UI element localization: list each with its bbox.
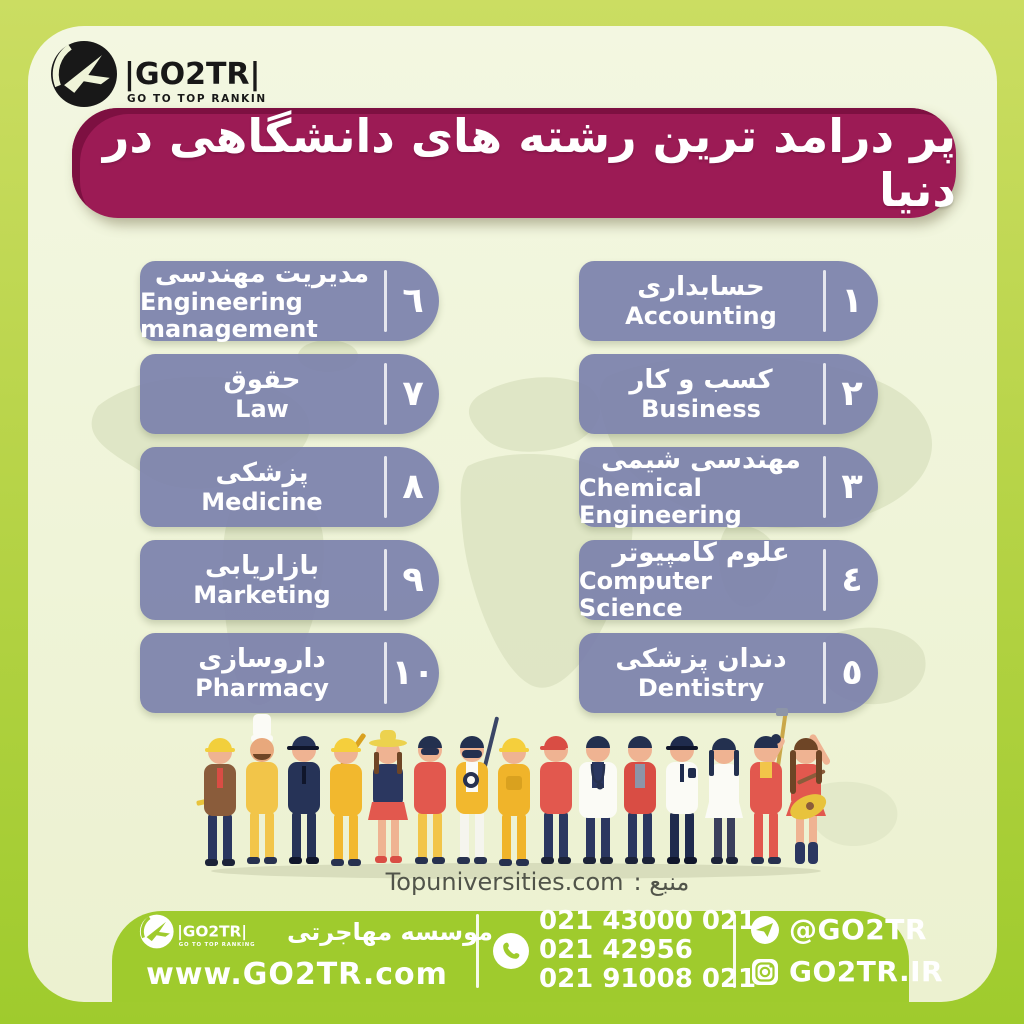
major-name-en: Law (235, 394, 289, 423)
source-label: منبع : (633, 868, 690, 896)
airplane-icon (64, 55, 110, 93)
rank-item-7: حقوق Law ٧ (140, 354, 439, 434)
rank-item-3: مهندسی شیمی Chemical Engineering ٣ (579, 444, 878, 529)
major-name-en: Computer Science (579, 567, 712, 622)
rank-item-labels: کسب و کار Business (579, 354, 823, 434)
footer-website: www.GO2TR.com (146, 957, 448, 992)
major-name-fa: حسابداری (637, 272, 765, 302)
rank-item-labels: پزشکی Medicine (140, 447, 384, 527)
rank-number: ٣ (841, 467, 863, 507)
rank-number: ٢ (841, 374, 863, 414)
rank-item-labels: دندان پزشکی Dentistry (579, 633, 823, 713)
telegram-icon (750, 915, 780, 945)
major-name-fa: داروسازی (198, 644, 326, 674)
title-banner: پر درامد ترین رشته های دانشگاهی در دنیا (72, 108, 956, 218)
content-card: |GO2TR| GO TO TOP RANKING پر درامد ترین … (28, 26, 997, 1002)
rank-item-labels: مدیریت مهندسی Engineering management (140, 258, 384, 343)
divider (384, 270, 387, 332)
rank-item-labels: حقوق Law (140, 354, 384, 434)
rank-item-4: علوم کامپیوتر Computer Science ٤ (579, 537, 878, 622)
phone-number: 021 42956 (539, 934, 693, 965)
major-name-en: Marketing (193, 580, 331, 609)
major-name-en: Pharmacy (195, 673, 329, 702)
major-name-fa: علوم کامپیوتر (612, 537, 790, 568)
rank-item-5: دندان پزشکی Dentistry ٥ (579, 633, 878, 713)
rank-number: ٨ (402, 467, 424, 507)
divider (384, 456, 387, 518)
rank-number: ١٠ (391, 653, 435, 693)
footer-divider (733, 913, 736, 988)
footer-wordmark: |GO2TR| (177, 923, 247, 942)
major-name-fa: مهندسی شیمی (601, 444, 801, 475)
rank-item-labels: بازاریابی Marketing (140, 540, 384, 620)
divider (384, 549, 387, 611)
major-name-fa: مدیریت مهندسی (154, 258, 370, 289)
instagram-icon (750, 957, 780, 987)
source-line: منبع : Topuniversities.com (53, 868, 997, 896)
rank-number: ١ (841, 281, 863, 321)
rank-item-1: حسابداری Accounting ١ (579, 261, 878, 341)
professions-illustration (196, 708, 831, 879)
rank-number: ٩ (402, 560, 424, 600)
divider (823, 363, 826, 425)
phone-number: 021 43000 021 (539, 905, 757, 936)
rank-item-9: بازاریابی Marketing ٩ (140, 540, 439, 620)
airplane-icon (146, 921, 170, 942)
telegram-row: @GO2TR (750, 913, 943, 946)
major-name-en: Engineering management (140, 288, 318, 343)
major-name-en: Chemical Engineering (579, 474, 742, 529)
brand-logo: |GO2TR| GO TO TOP RANKING (51, 41, 266, 107)
major-name-fa: کسب و کار (629, 365, 773, 395)
footer-tagline: GO TO TOP RANKING (179, 942, 256, 948)
page-title: پر درامد ترین رشته های دانشگاهی در دنیا (102, 109, 956, 217)
rank-item-labels: علوم کامپیوتر Computer Science (579, 537, 823, 622)
rank-item-6: مدیریت مهندسی Engineering management ٦ (140, 258, 439, 343)
major-name-fa: دندان پزشکی (615, 644, 787, 674)
major-name-fa: پزشکی (215, 458, 309, 488)
rank-number: ٤ (841, 560, 863, 600)
divider (823, 456, 826, 518)
rank-item-8: پزشکی Medicine ٨ (140, 447, 439, 527)
rank-item-2: کسب و کار Business ٢ (579, 354, 878, 434)
footer-social-section: @GO2TR GO2TR.IR (750, 913, 943, 988)
major-name-fa: بازاریابی (205, 551, 319, 581)
telegram-handle: @GO2TR (789, 913, 927, 946)
phone-icon (493, 932, 529, 969)
divider (384, 363, 387, 425)
footer-bar: |GO2TR| GO TO TOP RANKING موسسه مهاجرتی … (112, 906, 943, 1002)
brand-wordmark: |GO2TR| (124, 57, 260, 92)
brand-tagline: GO TO TOP RANKING (127, 93, 266, 105)
ranking-column-right: حسابداری Accounting ١ کسب و کار Business… (579, 261, 878, 713)
rank-item-labels: مهندسی شیمی Chemical Engineering (579, 444, 823, 529)
major-name-en: Accounting (625, 301, 777, 330)
ranking-column-left: مدیریت مهندسی Engineering management ٦ ح… (140, 258, 439, 713)
divider (384, 642, 387, 704)
rank-number: ٥ (841, 653, 863, 693)
rank-number: ٦ (402, 281, 424, 321)
source-value: Topuniversities.com (385, 868, 624, 896)
major-name-fa: حقوق (223, 365, 301, 395)
major-name-en: Dentistry (637, 673, 765, 702)
footer-divider (476, 913, 479, 988)
footer-brand-logo: |GO2TR| GO TO TOP RANKING (139, 914, 256, 949)
rank-item-labels: داروسازی Pharmacy (140, 633, 384, 713)
divider (823, 642, 826, 704)
footer-brand-section: |GO2TR| GO TO TOP RANKING موسسه مهاجرتی … (132, 909, 493, 992)
rank-item-labels: حسابداری Accounting (579, 261, 823, 341)
phone-number: 021 91008 021 (539, 964, 757, 995)
divider (823, 270, 826, 332)
instagram-handle: GO2TR.IR (789, 955, 944, 988)
phone-number-list: 021 43000 021 021 42956 021 91008 021 (539, 905, 757, 995)
footer-phones-section: 021 43000 021 021 42956 021 91008 021 (493, 906, 756, 994)
instagram-row: GO2TR.IR (750, 955, 943, 988)
major-name-en: Business (641, 394, 761, 423)
major-name-en: Medicine (201, 487, 323, 516)
rank-number: ٧ (402, 374, 424, 414)
rank-item-10: داروسازی Pharmacy ١٠ (140, 633, 439, 713)
footer-org-name: موسسه مهاجرتی (286, 918, 494, 946)
divider (823, 549, 826, 611)
